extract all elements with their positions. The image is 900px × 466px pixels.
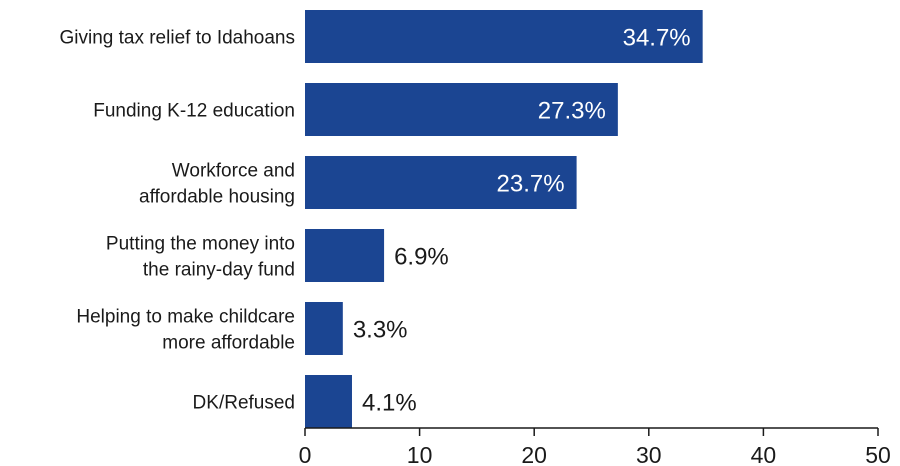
category-label-4: Helping to make childcare more affordable [76, 307, 295, 354]
data-label-3: 6.9% [394, 244, 449, 271]
data-label-0: 34.7% [623, 25, 691, 52]
category-label-5: DK/Refused [193, 393, 295, 414]
bar-4 [305, 302, 343, 355]
x-tick-label-2: 20 [521, 442, 547, 466]
data-label-5: 4.1% [362, 390, 417, 417]
bar-2 [305, 156, 577, 209]
x-tick-label-3: 30 [636, 442, 662, 466]
x-tick-label-1: 10 [407, 442, 433, 466]
bar-3 [305, 229, 385, 282]
data-label-1: 27.3% [538, 98, 606, 125]
bar-1 [305, 83, 618, 136]
bars-group [305, 10, 703, 428]
category-label-3: Putting the money into the rainy-day fund [106, 234, 295, 281]
x-axis: 0 10 20 30 40 50 [299, 427, 891, 466]
data-label-4: 3.3% [353, 317, 408, 344]
category-labels: Giving tax relief to Idahoans Funding K-1… [59, 28, 295, 414]
data-labels: 34.7% 27.3% 23.7% 6.9% 3.3% 4.1% [353, 25, 691, 417]
bar-5 [305, 375, 352, 428]
category-label-1: Funding K-12 education [93, 101, 295, 122]
category-label-0: Giving tax relief to Idahoans [59, 28, 295, 49]
category-label-2: Workforce and affordable housing [139, 161, 295, 208]
data-label-2: 23.7% [497, 171, 565, 198]
x-tick-label-5: 50 [865, 442, 891, 466]
x-tick-label-4: 40 [751, 442, 777, 466]
x-tick-label-0: 0 [299, 442, 312, 466]
bar-0 [305, 10, 703, 63]
